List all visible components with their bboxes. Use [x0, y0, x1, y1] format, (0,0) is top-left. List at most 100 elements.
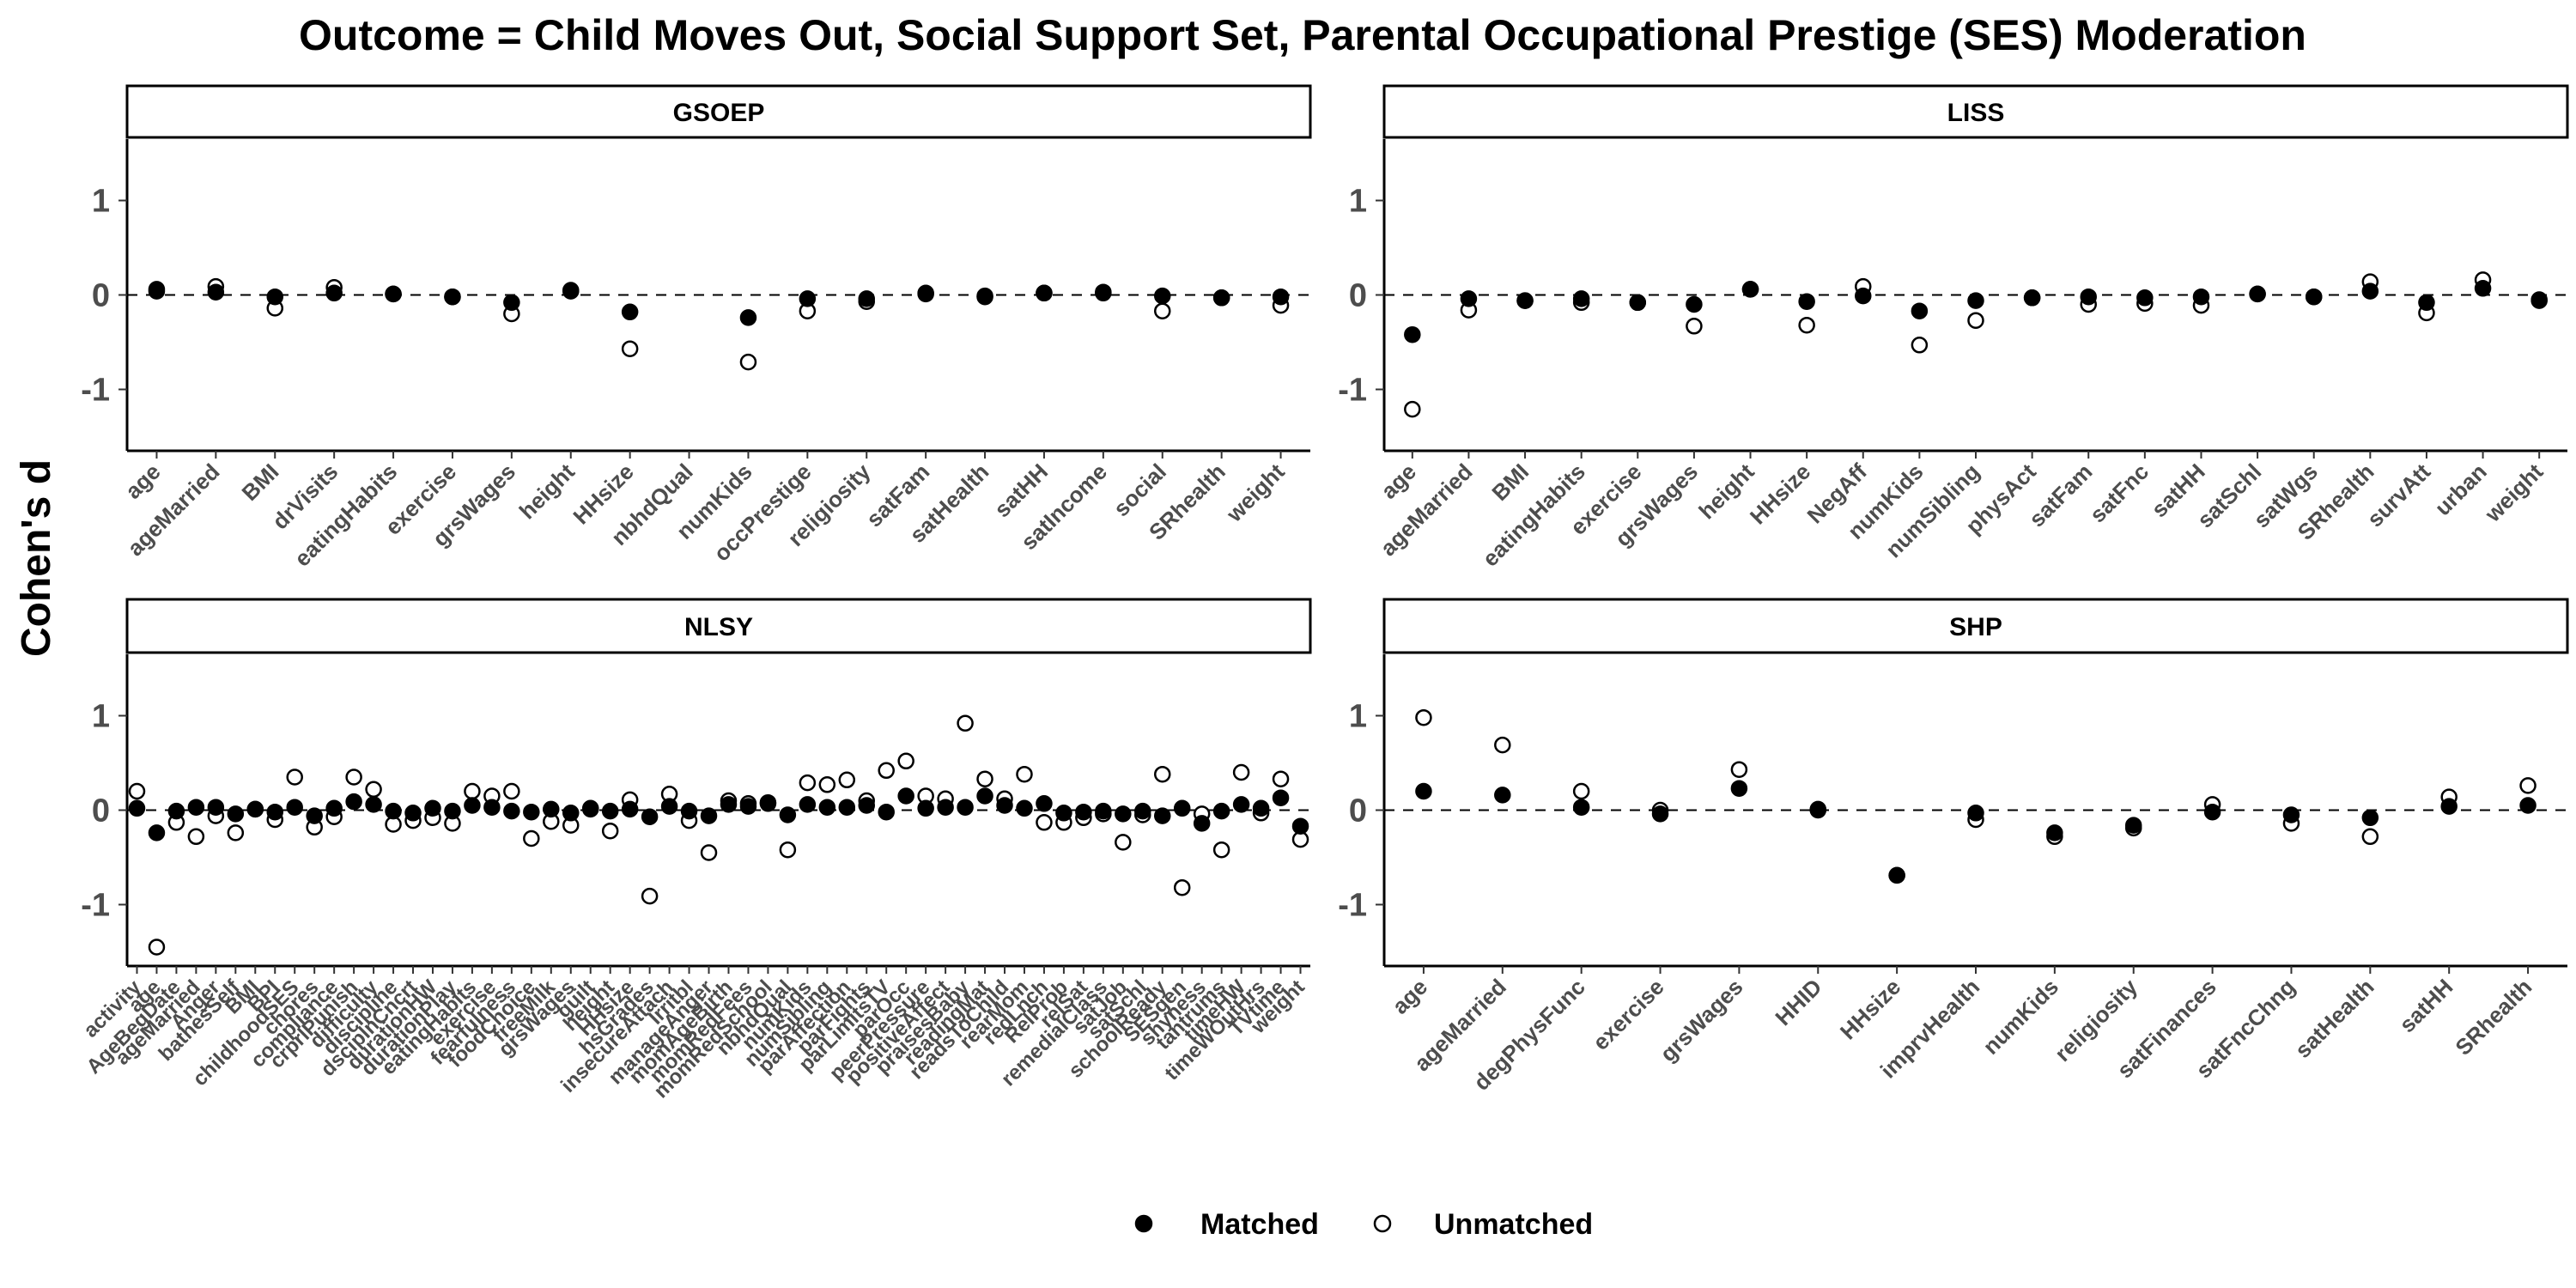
point-unmatched-rearmom [1016, 765, 1033, 783]
panel-nlsy: NLSY-101activityageAgeBegDateageMarriedA… [79, 598, 1312, 1103]
point-matched-paraffection [838, 799, 856, 816]
point-matched-satschl [2249, 285, 2266, 303]
point-matched-numsibling [1967, 292, 1984, 309]
point-unmatched-numsibling [818, 776, 836, 793]
point-matched-hhsize [621, 800, 639, 818]
point-unmatched-hsgrades [641, 887, 659, 905]
point-unmatched-difficulty [365, 781, 382, 799]
point-matched-satfam [2080, 288, 2097, 306]
x-tick-label: weight [1221, 459, 1290, 527]
point-matched-negaff [1855, 287, 1872, 305]
panel-strip-label: LISS [1947, 99, 2005, 127]
point-unmatched-schoolready [1154, 765, 1171, 783]
point-matched-satschl [1134, 802, 1151, 820]
point-unmatched-paraffection [838, 771, 856, 789]
point-matched-activity [128, 799, 146, 817]
point-matched-sathh [2192, 288, 2210, 306]
panel-strip [125, 598, 1312, 654]
point-matched-agemarried [1460, 290, 1478, 307]
point-matched-srhealth [2519, 797, 2537, 814]
point-matched-childhoodses [286, 799, 303, 816]
point-matched-eatinghabits [1572, 290, 1590, 307]
point-matched-rearmom [1016, 799, 1033, 817]
x-tick-label: eatingHabits [289, 459, 403, 572]
legend: Matched Unmatched [1134, 1208, 1593, 1241]
point-unmatched-srhealth [2519, 777, 2537, 794]
point-matched-sathealth [976, 287, 993, 305]
panel-shp: SHP-101ageageMarrieddegPhysFuncexerciseg… [1338, 598, 2569, 1096]
point-matched-chores [306, 807, 323, 824]
point-unmatched-nbhdqual [779, 841, 797, 859]
point-unmatched-hhsize [621, 340, 639, 357]
x-tick-label: BMI [1486, 459, 1534, 506]
point-unmatched-foodchoice [523, 829, 540, 848]
point-matched-remedialclass [1095, 802, 1112, 820]
x-tick-label: age [120, 459, 166, 504]
x-tick-label: HHsize [1745, 459, 1816, 530]
point-matched-grswages [1686, 295, 1703, 313]
point-matched-relprob [1055, 805, 1072, 822]
point-matched-imprvhealth [1967, 805, 1984, 822]
point-matched-bathesself [227, 805, 245, 823]
point-unmatched-grswages [1730, 761, 1748, 778]
x-tick-label: satFnc [2085, 459, 2154, 527]
point-matched-hsgrades [641, 808, 659, 825]
point-unmatched-sathealth [2361, 828, 2379, 846]
point-matched-bpi [266, 803, 283, 821]
point-unmatched-sesgen [1173, 878, 1191, 896]
point-matched-sathh [1036, 284, 1053, 302]
point-matched-discipline [385, 802, 402, 820]
point-matched-durationhw [424, 799, 441, 817]
point-unmatched-numkids [1911, 337, 1929, 354]
point-unmatched-timehw [1232, 763, 1250, 781]
point-matched-urban [2474, 280, 2492, 297]
point-matched-tantrums [1212, 802, 1230, 820]
point-unmatched-manageanger [700, 844, 718, 861]
point-matched-shyness [1193, 815, 1211, 832]
point-matched-praisesbaby [957, 799, 974, 816]
point-matched-foodchoice [523, 803, 540, 821]
point-matched-parlimitstv [878, 803, 895, 821]
point-matched-weight [1272, 288, 1290, 306]
point-matched-satjob [1115, 805, 1132, 823]
panel-strip [1382, 84, 2569, 139]
point-matched-crprlpunish [345, 793, 362, 811]
point-matched-agebegdate [167, 802, 185, 820]
point-matched-bmi [246, 800, 264, 818]
point-matched-numkids [739, 309, 757, 326]
point-matched-redlnch [1036, 795, 1053, 812]
x-tick-label: survAtt [2362, 459, 2436, 532]
x-tick-label: exercise [1588, 974, 1669, 1055]
point-matched-survatt [2418, 294, 2435, 312]
chart-title: Outcome = Child Moves Out, Social Suppor… [299, 11, 2306, 59]
panel-strip [125, 84, 1312, 139]
point-matched-numkids [799, 796, 817, 813]
point-matched-srhealth [2361, 283, 2379, 300]
point-matched-momredschool [759, 795, 777, 812]
point-unmatched-satjob [1115, 834, 1132, 851]
point-matched-parfights [858, 797, 875, 814]
legend-label-unmatched: Unmatched [1434, 1208, 1593, 1241]
point-matched-durationplay [444, 802, 461, 820]
point-matched-hhsize [621, 303, 639, 321]
point-unmatched-childhoodses [286, 769, 303, 786]
point-matched-exercise [1651, 805, 1669, 823]
point-unmatched-grswages [1686, 318, 1703, 335]
point-unmatched-eatinghabits [464, 782, 481, 800]
point-matched-bmi [266, 288, 283, 306]
point-matched-readingmat [976, 787, 993, 805]
x-tick-label: SRhealth [2450, 974, 2537, 1060]
y-tick-label: 0 [1349, 793, 1367, 829]
point-unmatched-social [1154, 302, 1171, 319]
point-matched-bmi [1516, 292, 1534, 309]
point-matched-fearfulness [503, 802, 520, 820]
x-tick-label: satFam [2024, 459, 2098, 532]
point-matched-guilt [581, 800, 599, 818]
point-unmatched-tvtime [1272, 770, 1290, 787]
point-unmatched-crprlpunish [345, 769, 362, 786]
point-unmatched-degphysfunc [1572, 782, 1590, 800]
point-unmatched-numsibling [1967, 312, 1984, 329]
